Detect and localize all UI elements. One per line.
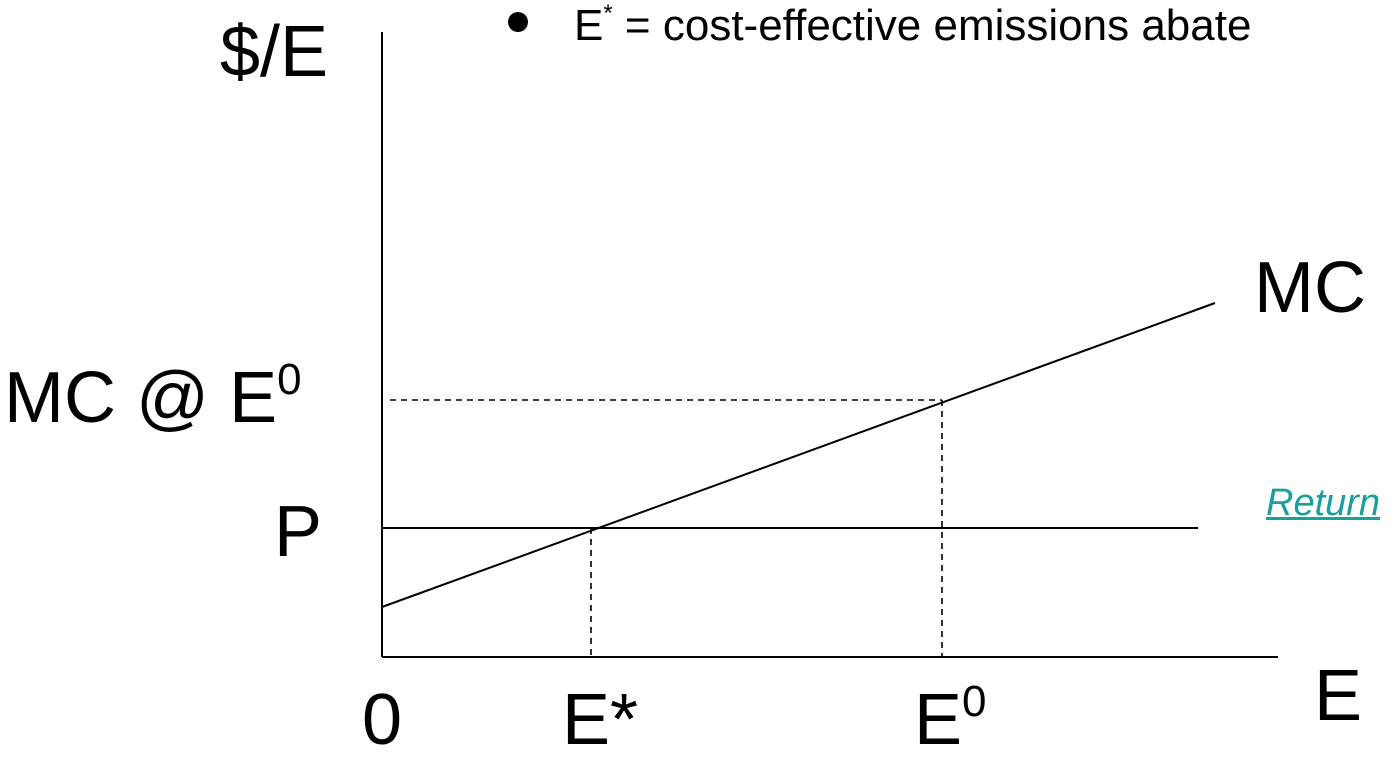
e0-superscript: 0 xyxy=(962,677,987,726)
bullet-description: = cost-effective emissions abate xyxy=(612,1,1252,50)
bullet-superscript: * xyxy=(603,0,613,27)
return-link[interactable]: Return xyxy=(1266,482,1381,524)
origin-label: 0 xyxy=(362,680,403,757)
price-label: P xyxy=(274,492,323,572)
bullet-symbol: E xyxy=(574,1,604,50)
mc-curve-label: MC xyxy=(1254,248,1366,328)
x-axis-label: E xyxy=(1314,656,1363,736)
mc-at-e0-main: MC @ E xyxy=(4,358,278,438)
mc-at-e0-superscript: 0 xyxy=(277,355,302,404)
bullet-text: E* = cost-effective emissions abate xyxy=(508,1,1252,50)
e-star-label: E* xyxy=(562,680,639,757)
y-axis-label: $/E xyxy=(220,12,329,92)
e0-main: E xyxy=(914,680,963,757)
bullet-dot-icon xyxy=(508,12,528,33)
mc-curve-line xyxy=(381,302,1216,608)
mc-at-e0-label: MC @ E0 xyxy=(4,358,302,435)
e0-label: E0 xyxy=(914,680,987,757)
